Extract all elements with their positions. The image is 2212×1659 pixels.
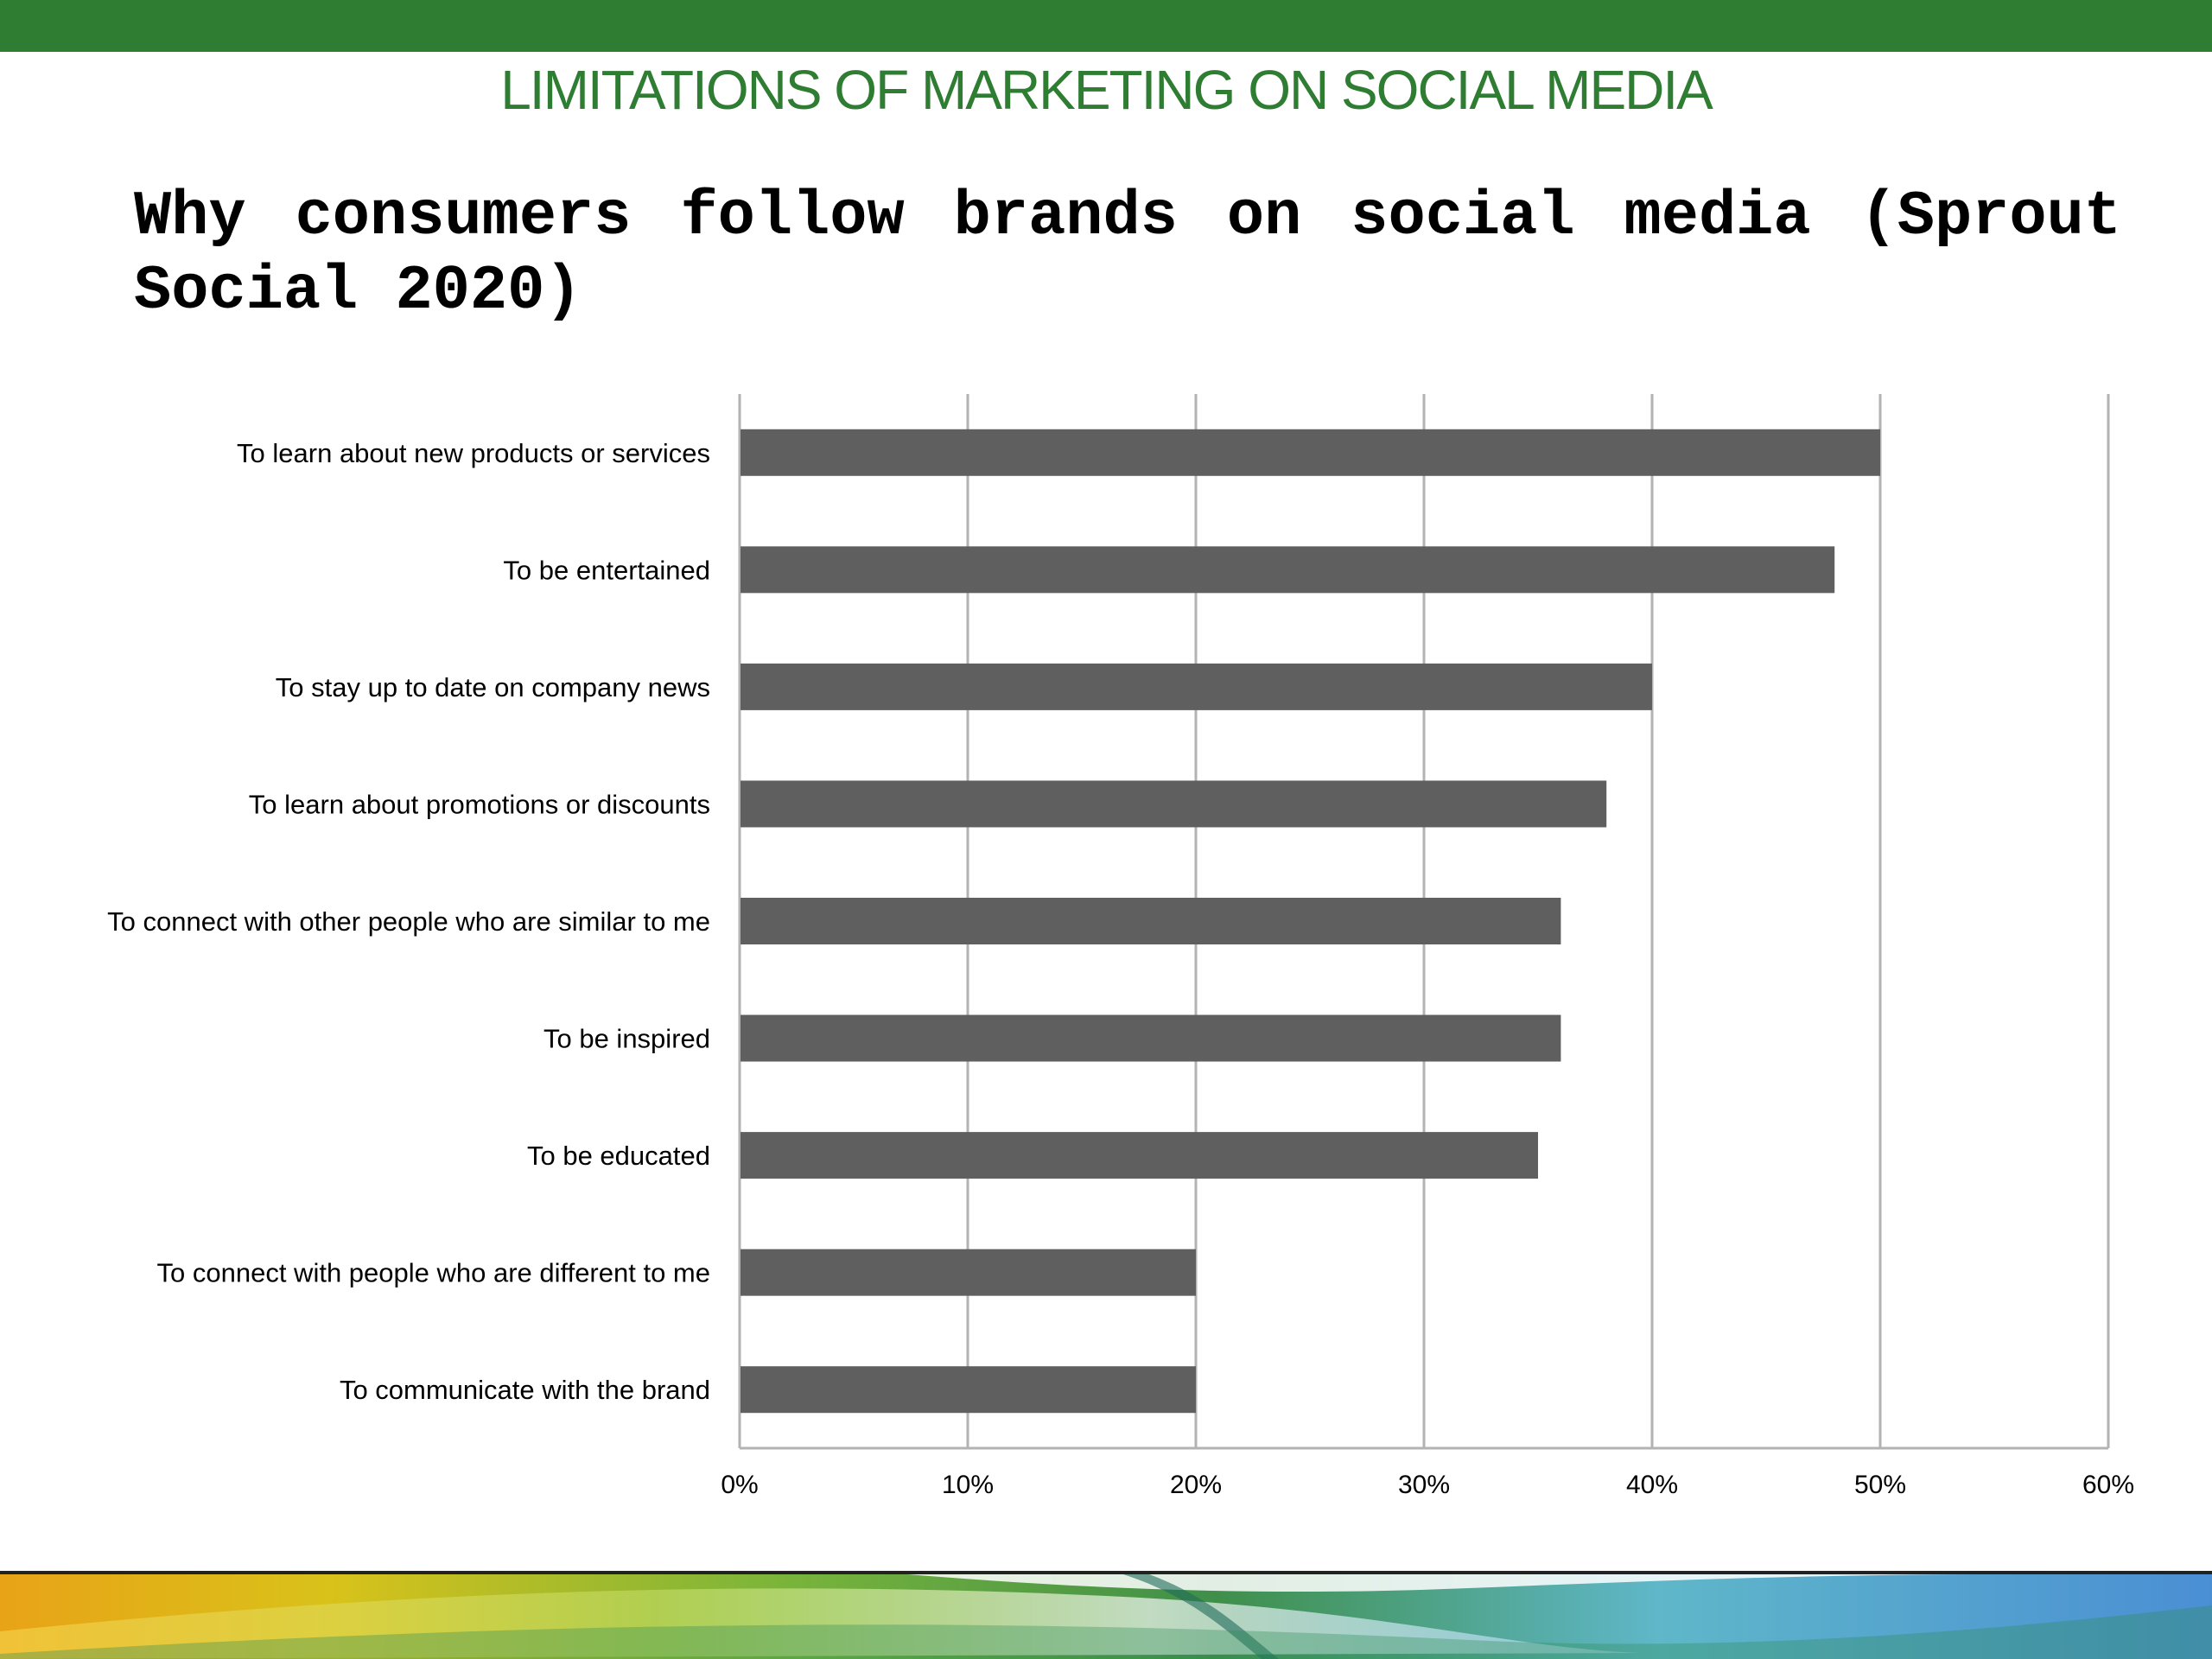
x-tick-label: 60% <box>2082 1471 2134 1499</box>
slide-header: LIMITATIONS OF MARKETING ON SOCIAL MEDIA <box>500 59 1713 121</box>
bar <box>741 546 1835 594</box>
bar <box>741 663 1652 710</box>
bar <box>741 1132 1538 1179</box>
category-label: To learn about new products or services <box>237 438 710 468</box>
bar <box>741 1014 1561 1062</box>
top-accent-bar <box>0 0 2212 52</box>
category-label: To stay up to date on company news <box>276 672 710 702</box>
bar <box>741 898 1561 944</box>
bar <box>741 1249 1196 1296</box>
x-tick-label: 20% <box>1170 1471 1222 1499</box>
x-tick-label: 30% <box>1398 1471 1450 1499</box>
x-tick-label: 10% <box>942 1471 994 1499</box>
category-label: To communicate with the brand <box>340 1375 710 1405</box>
category-label: To be educated <box>527 1141 710 1171</box>
category-label: To connect with other people who are sim… <box>107 906 710 937</box>
bar-chart: 0% 10% 20% 30% 40% 50% 60% To learn about new p… <box>107 394 2134 1499</box>
chart-title: Why consumers follow brands on social me… <box>134 181 2121 327</box>
bar <box>741 780 1607 828</box>
category-label: To learn about promotions or discounts <box>249 789 710 819</box>
decorative-swoosh-band <box>0 1571 2212 1659</box>
category-label: To be entertained <box>503 555 710 585</box>
x-tick-label: 0% <box>721 1471 758 1499</box>
x-tick-label: 50% <box>1854 1471 1906 1499</box>
bar <box>741 429 1880 476</box>
category-label: To be inspired <box>543 1024 710 1054</box>
bar <box>741 1366 1196 1414</box>
category-label: To connect with people who are different… <box>157 1258 710 1288</box>
x-tick-label: 40% <box>1626 1471 1678 1499</box>
